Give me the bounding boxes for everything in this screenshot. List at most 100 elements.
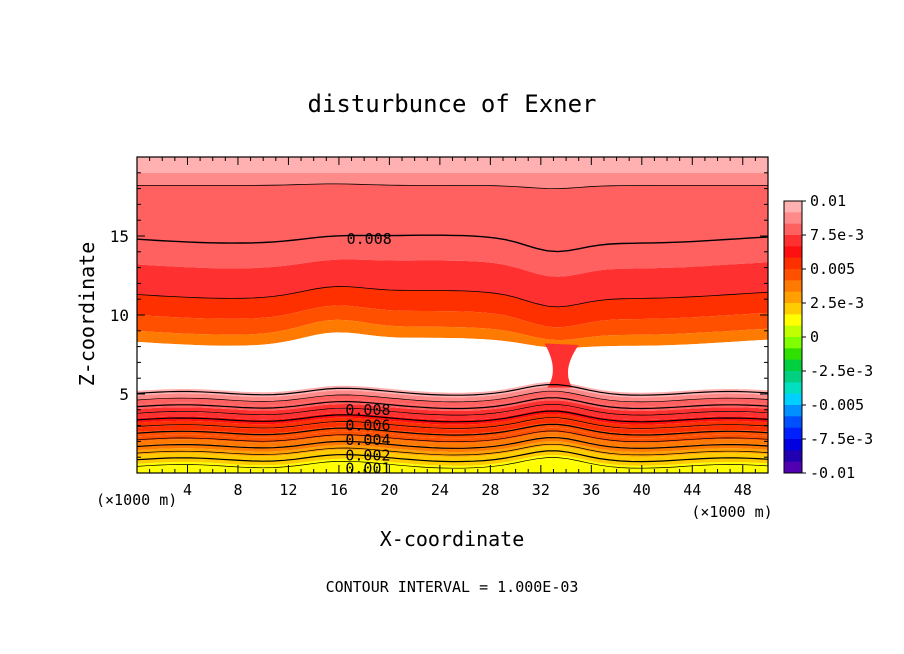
x-tick-label: 12 [279,481,297,499]
colorbar-swatch [784,280,802,293]
contour-label: 0.002 [345,447,390,465]
x-tick-label: 48 [734,481,752,499]
contour-line [136,404,769,416]
plot-area [137,157,768,473]
contour-line [136,443,769,456]
x-tick-label: 28 [481,481,499,499]
colorbar-label: 0.005 [810,260,855,278]
colorbar-swatch [784,393,802,406]
colorbar-swatch [784,382,802,395]
colorbar-label: -2.5e-3 [810,362,873,380]
colorbar-swatch [784,427,802,440]
colorbar-label: -7.5e-3 [810,430,873,448]
contour-line [136,397,769,410]
contour-line [136,390,769,403]
lower-band [137,436,768,453]
colorbar-swatch [784,416,802,429]
connecting-neck [544,343,579,388]
x-tick-label: 16 [330,481,348,499]
x-tick-label: 8 [233,481,242,499]
lower-band [137,414,768,430]
contour-label: 0.004 [345,431,390,449]
upper-band [137,286,768,328]
chart-title: disturbunce of Exner [308,90,597,118]
y-tick-label: 5 [119,385,129,404]
upper-band [137,259,768,307]
contour-line [137,183,768,190]
contour-label: 0.008 [345,401,390,419]
lower-band [137,386,768,402]
x-tick-label: 32 [532,481,550,499]
colorbar-label: -0.005 [810,396,864,414]
colorbar-swatch [784,337,802,349]
lower-band [137,450,768,466]
contour-label: 0.001 [345,459,390,477]
x-tick-label: 24 [431,481,449,499]
x-unit-right: (×1000 m) [691,503,772,521]
colorbar-swatch [784,223,802,236]
colorbar-swatch [784,314,802,327]
lower-band [137,445,768,462]
y-axis-label: Z-coordinate [75,242,99,387]
colorbar-swatch [784,257,802,270]
contour-interval-note: CONTOUR INTERVAL = 1.000E-03 [326,578,579,596]
colorbar-swatch [784,201,802,213]
colorbar-swatch [784,450,802,463]
colorbar-swatch [784,303,802,315]
colorbar-swatch [784,371,802,383]
lower-band [137,432,768,448]
y-tick-label: 10 [110,306,129,325]
lower-band [137,459,768,473]
lower-band [137,400,768,416]
colorbar-swatch [784,439,802,451]
x-tick-label: 40 [633,481,651,499]
upper-band [137,183,768,252]
contour-lines [136,183,769,469]
colorbar-swatch [784,359,802,372]
undefined-region [137,332,768,392]
colorbar-swatch [784,291,802,304]
upper-band [137,235,768,277]
contour-line [136,384,769,396]
contour-line [136,430,769,443]
colorbar-label: 7.5e-3 [810,226,864,244]
colorbar-label: -0.01 [810,464,855,482]
upper-band [137,157,768,173]
colorbar-label: 0 [810,328,819,346]
colorbar: 0.01 7.5e-3 0.005 2.5e-3 0 -2.5e-3 -0.005 -7.5e… [783,192,873,482]
contour-label: 0.006 [345,417,390,435]
colorbar-label: 0.01 [810,192,846,210]
contour-line [136,410,769,423]
contour-line [136,436,769,449]
x-unit-left: (×1000 m) [96,491,177,509]
colorbar-swatch [784,461,802,474]
x-tick-label: 36 [582,481,600,499]
contour-line [136,234,769,253]
y-tick-label: 15 [110,227,129,246]
x-tick-label: 20 [380,481,398,499]
contour-label: 0.008 [347,230,392,248]
upper-band [137,305,768,341]
contour-line [136,450,769,463]
lower-band [137,391,768,407]
upper-band [137,319,768,348]
colorbar-swatch [784,269,802,281]
lower-band [137,418,768,434]
lower-band [137,409,768,425]
colorbar-swatch [784,325,802,338]
colorbar-swatch [784,246,802,259]
contour-line [136,417,769,429]
x-axis-label: X-coordinate [380,527,525,551]
contour-line [136,423,769,436]
colorbar-swatch [784,235,802,247]
colorbar-label: 2.5e-3 [810,294,864,312]
colorbar-swatch [784,348,802,361]
contour-line [136,286,769,308]
lower-band [137,404,768,421]
x-tick-label: 44 [683,481,701,499]
contour-line [136,457,769,469]
colorbar-swatch [784,212,802,225]
